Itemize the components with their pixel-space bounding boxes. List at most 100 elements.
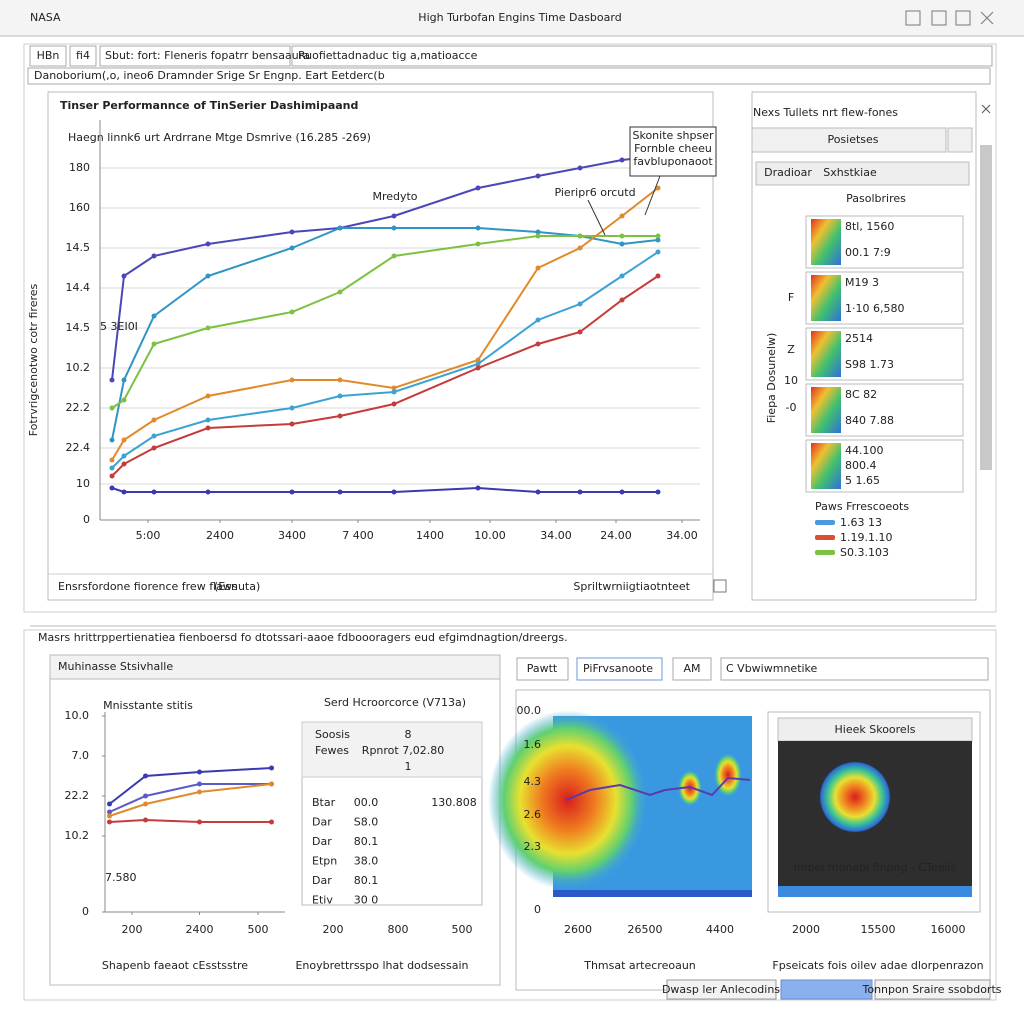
point — [121, 273, 127, 279]
x-tick-label: 15500 — [861, 923, 896, 936]
footer: Spriltwrniigtiaotnteet — [573, 580, 690, 593]
button[interactable] — [780, 979, 873, 1000]
point — [143, 773, 148, 779]
point — [143, 801, 148, 807]
y-tick-label: 14.5 — [66, 241, 91, 254]
point — [205, 393, 211, 399]
tab[interactable] — [99, 45, 291, 67]
annotation: 7.580 — [105, 871, 137, 884]
tab-label: Dradioar — [764, 166, 812, 179]
close-button[interactable] — [980, 11, 994, 25]
point — [289, 245, 295, 251]
heatmap-tabs[interactable] — [516, 657, 989, 681]
table-cell: Dar — [312, 874, 332, 887]
point — [475, 485, 481, 491]
table-header — [301, 721, 483, 778]
x-tick-label: 24.00 — [600, 529, 632, 542]
window-button[interactable] — [931, 10, 947, 26]
x-tick-label: 500 — [248, 923, 269, 936]
point — [121, 397, 127, 403]
y-tick-label: 10.2 — [66, 361, 91, 374]
y-tick-label: 22.2 — [65, 789, 90, 802]
legend-label: S0.3.103 — [840, 546, 889, 559]
side-tabs[interactable] — [755, 161, 970, 186]
panel-title: Tinser Performannce of TinSerier Dashimi… — [60, 99, 358, 112]
thumbnail — [811, 331, 841, 377]
tab[interactable] — [69, 45, 97, 67]
x-tick-label: 2400 — [186, 923, 214, 936]
point — [107, 809, 112, 815]
button[interactable] — [874, 979, 991, 1000]
axis-letter: F — [788, 291, 794, 304]
series-line — [111, 155, 659, 381]
thumbnail — [811, 387, 841, 433]
point — [151, 417, 157, 423]
table-cell: 80.1 — [354, 874, 379, 887]
series-line — [109, 783, 272, 813]
x-tick-label: 7 400 — [342, 529, 374, 542]
window-buttons[interactable] — [905, 10, 994, 26]
point — [619, 241, 625, 247]
axis-label: Fiepa Dosunelw) — [765, 333, 778, 424]
y-tick-label: 14.4 — [66, 281, 91, 294]
point — [205, 489, 211, 495]
table-cell: 80.1 — [354, 835, 379, 848]
point — [655, 233, 661, 239]
thumbnail-label: S98 1.73 — [845, 358, 894, 371]
point — [205, 325, 211, 331]
tab[interactable] — [516, 657, 569, 681]
icon-button[interactable] — [947, 127, 973, 153]
x-tick-label: 2400 — [206, 529, 234, 542]
point — [475, 225, 481, 231]
x-tick-label: 10.00 — [474, 529, 506, 542]
point — [107, 813, 112, 819]
tab[interactable] — [576, 657, 663, 681]
thumbnail-label: 8tl, 1560 — [845, 220, 894, 233]
point — [577, 165, 583, 171]
legend-swatch — [815, 535, 835, 540]
tab[interactable] — [672, 657, 712, 681]
point — [151, 445, 157, 451]
point — [475, 241, 481, 247]
icon-button[interactable] — [713, 579, 727, 593]
scrollbar[interactable] — [980, 145, 992, 470]
panel-header: Posietses — [827, 133, 878, 146]
window-button[interactable] — [905, 10, 921, 26]
heat-ring — [819, 761, 891, 833]
point — [205, 273, 211, 279]
caption: Impel monebl finpng - CTeeils — [794, 861, 957, 874]
y-tick-label: 7.0 — [72, 749, 90, 762]
series-line — [108, 767, 272, 805]
x-tick-label: 200 — [122, 923, 143, 936]
tab-label: AM — [683, 662, 700, 675]
button[interactable] — [666, 979, 777, 1000]
point — [205, 425, 211, 431]
y-tick-label: 0 — [83, 513, 90, 526]
legend-label: 1.63 13 — [840, 516, 882, 529]
point — [535, 173, 541, 179]
point — [107, 819, 112, 825]
close-button[interactable] — [981, 104, 991, 114]
tab[interactable] — [291, 45, 993, 67]
point — [475, 365, 481, 371]
series-line — [111, 251, 659, 469]
point — [337, 377, 343, 383]
window-button[interactable] — [955, 10, 971, 26]
tab-label: C Vbwiwmnetike — [726, 662, 818, 675]
point — [391, 489, 397, 495]
tab[interactable] — [29, 45, 67, 67]
point — [121, 377, 127, 383]
point — [151, 433, 157, 439]
tab[interactable] — [720, 657, 989, 681]
y-tick-label: 22.4 — [66, 441, 91, 454]
callout-text: Skonite shpser — [632, 129, 713, 142]
x-tick-label: 26500 — [628, 923, 663, 936]
overlay-line — [565, 776, 751, 801]
point — [655, 185, 661, 191]
point — [337, 393, 343, 399]
footer: Shapenb faeaot cEsstsstre — [102, 959, 248, 972]
legend-swatch — [815, 550, 835, 555]
y-tick-label: 180 — [69, 161, 90, 174]
point — [205, 241, 211, 247]
breadcrumb-bar[interactable] — [27, 67, 991, 85]
